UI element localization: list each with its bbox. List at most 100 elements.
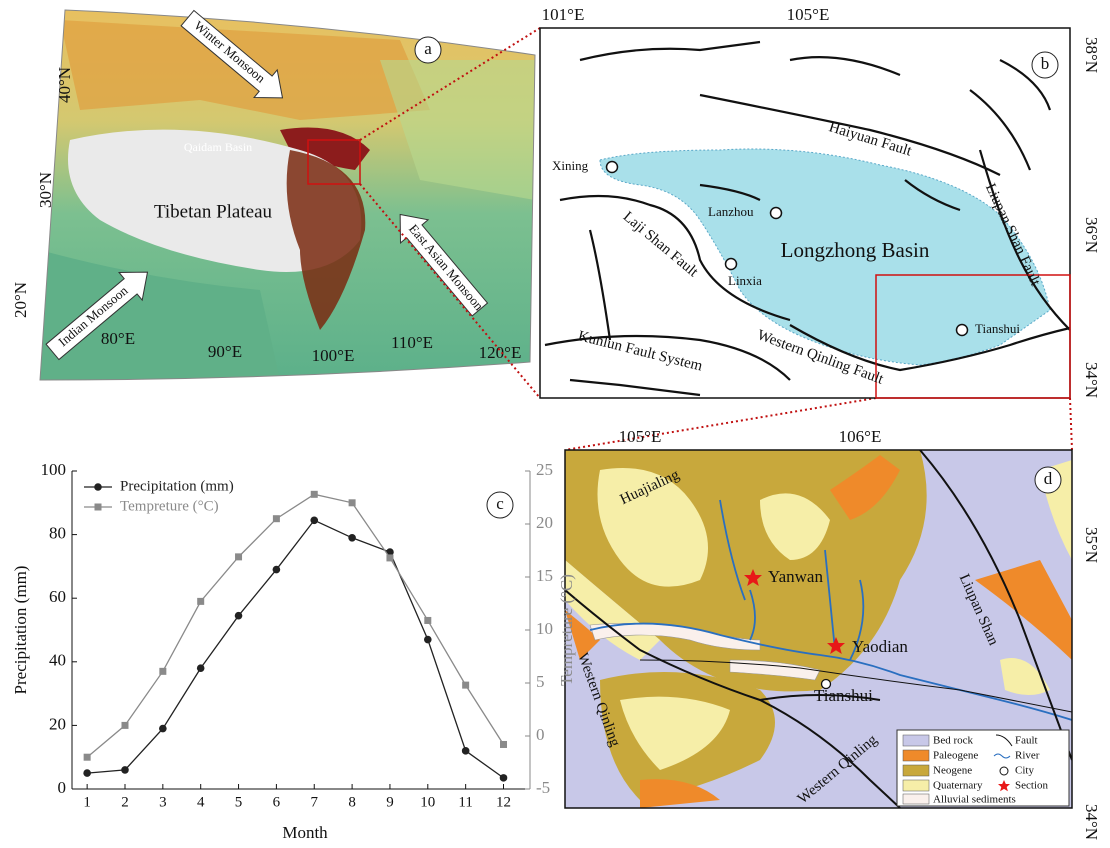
quaternary-area	[565, 468, 830, 660]
place-label: Tibetan Plateau	[154, 201, 273, 222]
city-label: Xining	[552, 158, 589, 173]
data-point	[424, 635, 432, 644]
legend-label: Section	[1015, 780, 1048, 792]
lon-label: 106°E	[839, 427, 882, 446]
y-tick-label: 0	[58, 778, 67, 797]
data-point	[234, 611, 243, 620]
lon-label: 105°E	[619, 427, 662, 446]
series-line	[87, 519, 504, 779]
lon-label: 105°E	[787, 5, 830, 24]
legend-label: City	[1015, 765, 1034, 777]
data-point	[348, 533, 356, 542]
city-label: Tianshui	[814, 686, 873, 705]
lon-label: 110°E	[391, 333, 433, 352]
legend-marker	[94, 483, 102, 491]
study-area-box	[307, 139, 361, 185]
y-axis-title: Precipitation (mm)	[11, 566, 30, 695]
panel-c: Month Precipitation (mm) Tempreture (°C)…	[11, 491, 576, 842]
panel-b: 101°E 105°E 38°N 36°N 34°N Xining Lanzho…	[539, 5, 1101, 399]
quaternary-area	[620, 696, 730, 770]
legend-label: Alluvial sediments	[933, 794, 1016, 806]
panel-letter-circle	[414, 36, 442, 64]
y-tick-label: 60	[49, 587, 66, 606]
map-frame	[39, 9, 536, 381]
data-point	[310, 516, 319, 525]
section-label: Yaodian	[852, 637, 908, 656]
data-point	[121, 766, 129, 774]
place-label: Qaidam Basin	[184, 140, 252, 154]
section-markers	[744, 569, 845, 654]
basin-label: Longzhong Basin	[781, 238, 930, 262]
panel-letter: b	[1041, 54, 1050, 73]
plain	[380, 60, 535, 200]
data-point	[159, 724, 167, 733]
legend-marker	[94, 503, 102, 511]
y2-axis-title: Tempreture (°C)	[557, 574, 576, 686]
city-marker	[820, 678, 832, 690]
y2-tick-label: 0	[536, 725, 545, 744]
lon-label: 80°E	[101, 329, 135, 348]
series-line	[86, 493, 505, 758]
city-label: Linxia	[728, 273, 762, 288]
x-tick-label: 10	[420, 794, 435, 810]
x-axis-title: Month	[282, 823, 328, 842]
lat-label: 34°N	[1082, 362, 1101, 398]
data-point	[83, 769, 91, 777]
y2-tick-label: 10	[536, 619, 553, 638]
lat-label: 30°N	[36, 172, 55, 208]
x-tick-label: 3	[159, 794, 167, 810]
y2-tick-label: 15	[536, 566, 553, 585]
data-point	[386, 554, 394, 562]
data-point	[121, 721, 129, 729]
y-tick-label: 80	[49, 524, 66, 543]
x-tick-label: 6	[273, 794, 281, 810]
data-point	[461, 747, 470, 755]
lat-label: 36°N	[1082, 217, 1101, 253]
data-point	[310, 490, 318, 498]
quaternary-area	[1000, 460, 1072, 695]
panel-d: 105°E 106°E 35°N 34°N Huajialing Liupan …	[564, 427, 1101, 840]
data-point	[462, 681, 470, 689]
faults	[544, 40, 1071, 397]
x-tick-label: 7	[310, 794, 318, 810]
panel-letter: c	[496, 494, 504, 513]
city-label: Tianshui	[975, 321, 1020, 336]
legend-label: Tempreture (°C)	[120, 498, 219, 514]
legend-label: Neogene	[933, 765, 972, 777]
legend: Bed rock Paleogene Neogene Quaternary Al…	[896, 729, 1070, 807]
y2-tick-label: 25	[536, 460, 553, 479]
faults	[565, 450, 1072, 808]
lat-label: 20°N	[11, 282, 30, 318]
y-tick-label: 40	[49, 651, 66, 670]
section-label: Yanwan	[768, 567, 823, 586]
connectors	[359, 27, 1073, 451]
data-point	[424, 616, 432, 624]
data-point	[386, 548, 394, 556]
data-point	[196, 664, 205, 672]
y-tick-label: 20	[49, 714, 66, 733]
y-tick-label: 100	[41, 460, 67, 479]
city-markers	[605, 160, 969, 337]
y2-tick-label: 20	[536, 513, 553, 532]
x-tick-label: 2	[121, 794, 129, 810]
basin-relief	[280, 127, 370, 170]
map-frame	[564, 449, 1073, 809]
data-point	[348, 499, 356, 507]
plateau-edge	[286, 150, 366, 330]
lat-label: 38°N	[1082, 37, 1101, 73]
lon-label: 120°E	[479, 343, 522, 362]
x-tick-label: 11	[458, 794, 472, 810]
legend-label: Quaternary	[933, 780, 983, 792]
lat-label: 34°N	[1082, 804, 1101, 840]
x-tick-label: 1	[83, 794, 91, 810]
data-point	[272, 515, 280, 523]
panel-letter-circle	[1034, 466, 1062, 494]
y2-tick-label: -5	[536, 778, 550, 797]
rivers	[589, 499, 1072, 721]
lon-label: 100°E	[312, 346, 355, 365]
data-point	[83, 753, 91, 761]
x-tick-label: 5	[235, 794, 243, 810]
x-tick-label: 8	[348, 794, 356, 810]
data-point	[500, 740, 508, 748]
